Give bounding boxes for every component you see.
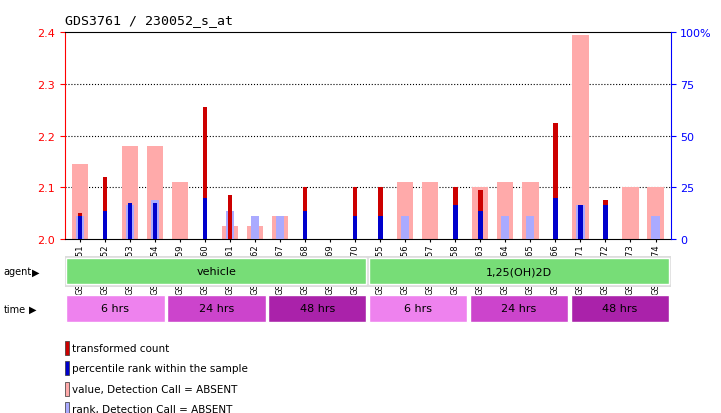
Bar: [251, 216, 259, 240]
Text: 48 hrs: 48 hrs: [300, 304, 335, 314]
Bar: [276, 216, 284, 240]
Bar: [453, 206, 458, 240]
Bar: [66, 259, 366, 285]
Bar: [526, 216, 534, 240]
Bar: [65, 382, 68, 396]
Bar: [222, 227, 238, 240]
Bar: [65, 341, 68, 355]
Bar: [353, 216, 358, 240]
Text: percentile rank within the sample: percentile rank within the sample: [71, 363, 247, 373]
Bar: [172, 183, 188, 240]
Bar: [369, 259, 669, 285]
Bar: [603, 206, 608, 240]
Bar: [303, 211, 307, 240]
Text: 24 hrs: 24 hrs: [199, 304, 234, 314]
Text: 48 hrs: 48 hrs: [603, 304, 637, 314]
Bar: [203, 108, 208, 240]
Bar: [303, 188, 307, 240]
Text: GDS3761 / 230052_s_at: GDS3761 / 230052_s_at: [65, 14, 233, 27]
Bar: [603, 201, 608, 240]
Bar: [78, 216, 82, 240]
Bar: [652, 216, 660, 240]
Bar: [272, 216, 288, 240]
Bar: [147, 147, 163, 240]
Bar: [422, 183, 438, 240]
Bar: [76, 216, 84, 240]
Text: rank, Detection Call = ABSENT: rank, Detection Call = ABSENT: [71, 404, 232, 413]
Bar: [453, 188, 458, 240]
Bar: [369, 296, 467, 322]
Bar: [571, 296, 669, 322]
Bar: [153, 204, 157, 240]
Text: time: time: [4, 304, 26, 314]
Bar: [78, 214, 82, 240]
Bar: [72, 165, 88, 240]
Bar: [576, 206, 585, 240]
Bar: [397, 183, 413, 240]
Text: 6 hrs: 6 hrs: [102, 304, 129, 314]
Bar: [472, 188, 488, 240]
Bar: [622, 188, 639, 240]
Bar: [353, 188, 358, 240]
Text: agent: agent: [4, 267, 32, 277]
Bar: [478, 190, 482, 240]
Bar: [647, 188, 663, 240]
Text: 24 hrs: 24 hrs: [502, 304, 536, 314]
Bar: [268, 296, 366, 322]
Bar: [522, 183, 539, 240]
Bar: [102, 178, 107, 240]
Bar: [228, 196, 232, 240]
Bar: [128, 204, 132, 240]
Bar: [66, 296, 164, 322]
Bar: [102, 211, 107, 240]
Bar: [478, 211, 482, 240]
Bar: [501, 216, 510, 240]
Bar: [378, 188, 383, 240]
Bar: [65, 402, 68, 413]
Text: ▶: ▶: [32, 267, 40, 277]
Bar: [247, 227, 263, 240]
Bar: [497, 183, 513, 240]
Bar: [470, 296, 568, 322]
Text: ▶: ▶: [29, 304, 36, 314]
Text: value, Detection Call = ABSENT: value, Detection Call = ABSENT: [71, 384, 237, 394]
Bar: [553, 198, 557, 240]
Bar: [65, 361, 68, 375]
Bar: [578, 206, 583, 240]
Bar: [126, 206, 134, 240]
Bar: [401, 216, 410, 240]
Bar: [151, 201, 159, 240]
Text: 1,25(OH)2D: 1,25(OH)2D: [486, 266, 552, 277]
Text: 6 hrs: 6 hrs: [404, 304, 432, 314]
Bar: [203, 198, 208, 240]
Bar: [572, 36, 588, 240]
Bar: [122, 147, 138, 240]
Bar: [378, 216, 383, 240]
Text: vehicle: vehicle: [196, 266, 236, 277]
Bar: [167, 296, 265, 322]
Text: transformed count: transformed count: [71, 343, 169, 353]
Bar: [226, 211, 234, 240]
Bar: [553, 123, 557, 240]
